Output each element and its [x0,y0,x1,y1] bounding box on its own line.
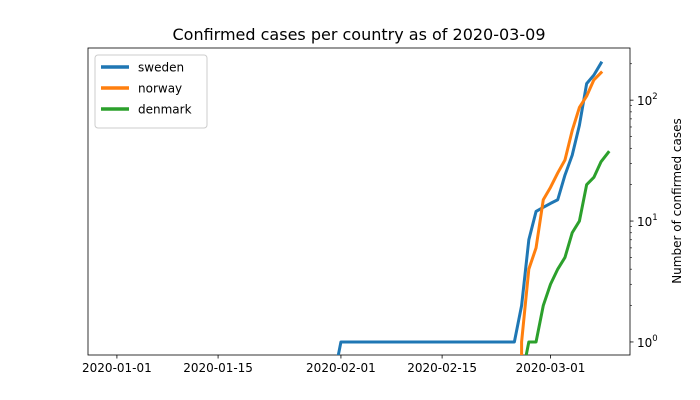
legend-label-norway: norway [138,82,182,96]
x-tick-label: 2020-03-01 [516,361,586,375]
y-axis: 100 101 102 [630,63,658,350]
y-axis-label: Number of confirmed cases [670,118,684,284]
y-tick-label: 102 [637,92,658,108]
series-line-denmark [524,150,611,355]
x-tick-label: 2020-02-01 [306,361,376,375]
x-tick-label: 2020-01-01 [82,361,152,375]
y-tick-label: 100 [637,334,658,350]
x-tick-label: 2020-01-15 [183,361,253,375]
legend-label-denmark: denmark [138,103,192,117]
x-axis: 2020-01-01 2020-01-15 2020-02-01 2020-02-15… [82,355,585,375]
series-lines [336,60,611,355]
y-tick-label: 101 [637,213,658,229]
x-tick-label: 2020-02-15 [407,361,477,375]
legend: sweden norway denmark [94,54,208,129]
chart-title: Confirmed cases per country as of 2020-0… [172,25,545,44]
legend-label-sweden: sweden [138,61,184,75]
series-line-norway [520,70,604,355]
